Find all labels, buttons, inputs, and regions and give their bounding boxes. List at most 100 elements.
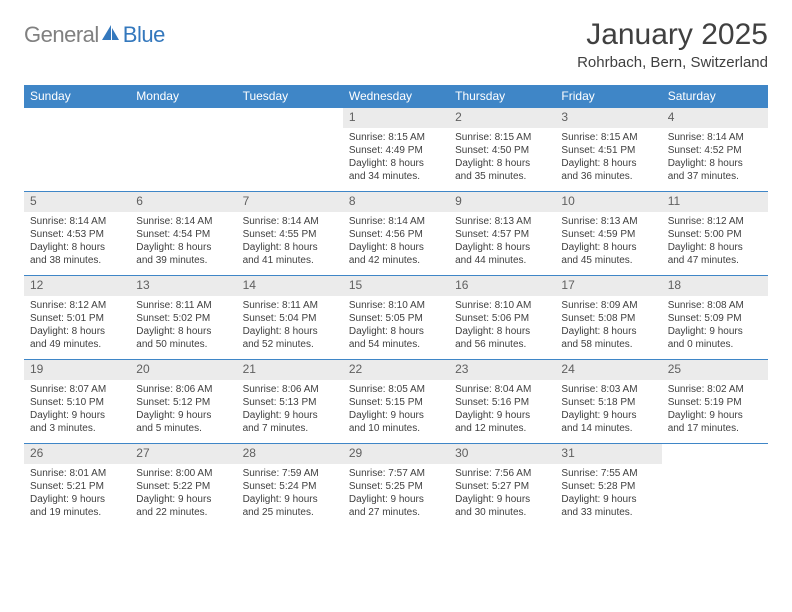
calendar-day-cell: 13Sunrise: 8:11 AMSunset: 5:02 PMDayligh… — [130, 276, 236, 360]
day-number: 23 — [449, 360, 555, 380]
sunset-line: Sunset: 5:27 PM — [455, 480, 549, 493]
calendar-week-row: 12Sunrise: 8:12 AMSunset: 5:01 PMDayligh… — [24, 276, 768, 360]
daylight-line: Daylight: 8 hours and 35 minutes. — [455, 157, 549, 183]
daylight-line: Daylight: 9 hours and 14 minutes. — [561, 409, 655, 435]
sunset-line: Sunset: 5:18 PM — [561, 396, 655, 409]
day-number: 20 — [130, 360, 236, 380]
sunrise-line: Sunrise: 8:15 AM — [349, 131, 443, 144]
day-number: 10 — [555, 192, 661, 212]
calendar-day-cell: 20Sunrise: 8:06 AMSunset: 5:12 PMDayligh… — [130, 360, 236, 444]
daylight-line: Daylight: 8 hours and 58 minutes. — [561, 325, 655, 351]
calendar-day-cell: 24Sunrise: 8:03 AMSunset: 5:18 PMDayligh… — [555, 360, 661, 444]
daylight-line: Daylight: 8 hours and 54 minutes. — [349, 325, 443, 351]
sunrise-line: Sunrise: 8:14 AM — [668, 131, 762, 144]
day-number: 30 — [449, 444, 555, 464]
calendar-day-cell: 7Sunrise: 8:14 AMSunset: 4:55 PMDaylight… — [237, 192, 343, 276]
calendar-table: SundayMondayTuesdayWednesdayThursdayFrid… — [24, 85, 768, 528]
day-number: 4 — [662, 108, 768, 128]
sunrise-line: Sunrise: 8:08 AM — [668, 299, 762, 312]
daylight-line: Daylight: 8 hours and 50 minutes. — [136, 325, 230, 351]
sunset-line: Sunset: 4:55 PM — [243, 228, 337, 241]
day-number: 27 — [130, 444, 236, 464]
calendar-day-cell: 26Sunrise: 8:01 AMSunset: 5:21 PMDayligh… — [24, 444, 130, 528]
sunset-line: Sunset: 4:56 PM — [349, 228, 443, 241]
day-details: Sunrise: 8:00 AMSunset: 5:22 PMDaylight:… — [130, 464, 236, 523]
day-details: Sunrise: 8:10 AMSunset: 5:05 PMDaylight:… — [343, 296, 449, 355]
sunset-line: Sunset: 5:28 PM — [561, 480, 655, 493]
daylight-line: Daylight: 9 hours and 7 minutes. — [243, 409, 337, 435]
daylight-line: Daylight: 9 hours and 19 minutes. — [30, 493, 124, 519]
day-details: Sunrise: 8:13 AMSunset: 4:59 PMDaylight:… — [555, 212, 661, 271]
weekday-header: Wednesday — [343, 85, 449, 108]
weekday-header: Sunday — [24, 85, 130, 108]
daylight-line: Daylight: 8 hours and 44 minutes. — [455, 241, 549, 267]
day-details: Sunrise: 7:57 AMSunset: 5:25 PMDaylight:… — [343, 464, 449, 523]
day-details: Sunrise: 8:06 AMSunset: 5:12 PMDaylight:… — [130, 380, 236, 439]
day-details: Sunrise: 8:14 AMSunset: 4:56 PMDaylight:… — [343, 212, 449, 271]
calendar-day-cell: 2Sunrise: 8:15 AMSunset: 4:50 PMDaylight… — [449, 108, 555, 192]
sunrise-line: Sunrise: 8:09 AM — [561, 299, 655, 312]
calendar-empty-cell — [130, 108, 236, 192]
calendar-week-row: 19Sunrise: 8:07 AMSunset: 5:10 PMDayligh… — [24, 360, 768, 444]
daylight-line: Daylight: 8 hours and 47 minutes. — [668, 241, 762, 267]
day-details: Sunrise: 8:15 AMSunset: 4:49 PMDaylight:… — [343, 128, 449, 187]
day-number: 11 — [662, 192, 768, 212]
sunset-line: Sunset: 4:59 PM — [561, 228, 655, 241]
logo-text-general: General — [24, 22, 99, 48]
day-number: 28 — [237, 444, 343, 464]
daylight-line: Daylight: 8 hours and 42 minutes. — [349, 241, 443, 267]
sunset-line: Sunset: 5:02 PM — [136, 312, 230, 325]
day-number: 14 — [237, 276, 343, 296]
day-details: Sunrise: 7:56 AMSunset: 5:27 PMDaylight:… — [449, 464, 555, 523]
sunrise-line: Sunrise: 8:07 AM — [30, 383, 124, 396]
sunrise-line: Sunrise: 8:11 AM — [243, 299, 337, 312]
daylight-line: Daylight: 9 hours and 17 minutes. — [668, 409, 762, 435]
daylight-line: Daylight: 9 hours and 27 minutes. — [349, 493, 443, 519]
calendar-day-cell: 17Sunrise: 8:09 AMSunset: 5:08 PMDayligh… — [555, 276, 661, 360]
logo-text-blue: Blue — [123, 22, 165, 48]
calendar-day-cell: 1Sunrise: 8:15 AMSunset: 4:49 PMDaylight… — [343, 108, 449, 192]
calendar-day-cell: 12Sunrise: 8:12 AMSunset: 5:01 PMDayligh… — [24, 276, 130, 360]
day-details: Sunrise: 8:01 AMSunset: 5:21 PMDaylight:… — [24, 464, 130, 523]
daylight-line: Daylight: 8 hours and 34 minutes. — [349, 157, 443, 183]
day-number: 2 — [449, 108, 555, 128]
day-details: Sunrise: 8:14 AMSunset: 4:55 PMDaylight:… — [237, 212, 343, 271]
sunrise-line: Sunrise: 8:13 AM — [455, 215, 549, 228]
daylight-line: Daylight: 9 hours and 0 minutes. — [668, 325, 762, 351]
sunrise-line: Sunrise: 8:11 AM — [136, 299, 230, 312]
calendar-day-cell: 25Sunrise: 8:02 AMSunset: 5:19 PMDayligh… — [662, 360, 768, 444]
day-number: 16 — [449, 276, 555, 296]
calendar-day-cell: 15Sunrise: 8:10 AMSunset: 5:05 PMDayligh… — [343, 276, 449, 360]
calendar-day-cell: 30Sunrise: 7:56 AMSunset: 5:27 PMDayligh… — [449, 444, 555, 528]
day-details: Sunrise: 7:55 AMSunset: 5:28 PMDaylight:… — [555, 464, 661, 523]
sunrise-line: Sunrise: 7:59 AM — [243, 467, 337, 480]
day-details: Sunrise: 8:15 AMSunset: 4:50 PMDaylight:… — [449, 128, 555, 187]
sunrise-line: Sunrise: 8:10 AM — [349, 299, 443, 312]
sunset-line: Sunset: 4:52 PM — [668, 144, 762, 157]
day-number: 8 — [343, 192, 449, 212]
sunset-line: Sunset: 4:54 PM — [136, 228, 230, 241]
calendar-week-row: 26Sunrise: 8:01 AMSunset: 5:21 PMDayligh… — [24, 444, 768, 528]
weekday-header: Monday — [130, 85, 236, 108]
sunrise-line: Sunrise: 8:04 AM — [455, 383, 549, 396]
month-title: January 2025 — [577, 18, 768, 52]
day-details: Sunrise: 8:13 AMSunset: 4:57 PMDaylight:… — [449, 212, 555, 271]
day-details: Sunrise: 8:14 AMSunset: 4:54 PMDaylight:… — [130, 212, 236, 271]
day-number: 15 — [343, 276, 449, 296]
calendar-day-cell: 23Sunrise: 8:04 AMSunset: 5:16 PMDayligh… — [449, 360, 555, 444]
sunset-line: Sunset: 4:53 PM — [30, 228, 124, 241]
daylight-line: Daylight: 8 hours and 49 minutes. — [30, 325, 124, 351]
sunrise-line: Sunrise: 8:14 AM — [136, 215, 230, 228]
sunset-line: Sunset: 4:51 PM — [561, 144, 655, 157]
day-details: Sunrise: 8:12 AMSunset: 5:00 PMDaylight:… — [662, 212, 768, 271]
sunrise-line: Sunrise: 8:14 AM — [243, 215, 337, 228]
calendar-day-cell: 27Sunrise: 8:00 AMSunset: 5:22 PMDayligh… — [130, 444, 236, 528]
calendar-day-cell: 28Sunrise: 7:59 AMSunset: 5:24 PMDayligh… — [237, 444, 343, 528]
day-number: 6 — [130, 192, 236, 212]
location: Rohrbach, Bern, Switzerland — [577, 54, 768, 71]
sunrise-line: Sunrise: 8:06 AM — [243, 383, 337, 396]
day-details: Sunrise: 8:07 AMSunset: 5:10 PMDaylight:… — [24, 380, 130, 439]
calendar-empty-cell — [237, 108, 343, 192]
daylight-line: Daylight: 8 hours and 45 minutes. — [561, 241, 655, 267]
day-details: Sunrise: 8:04 AMSunset: 5:16 PMDaylight:… — [449, 380, 555, 439]
